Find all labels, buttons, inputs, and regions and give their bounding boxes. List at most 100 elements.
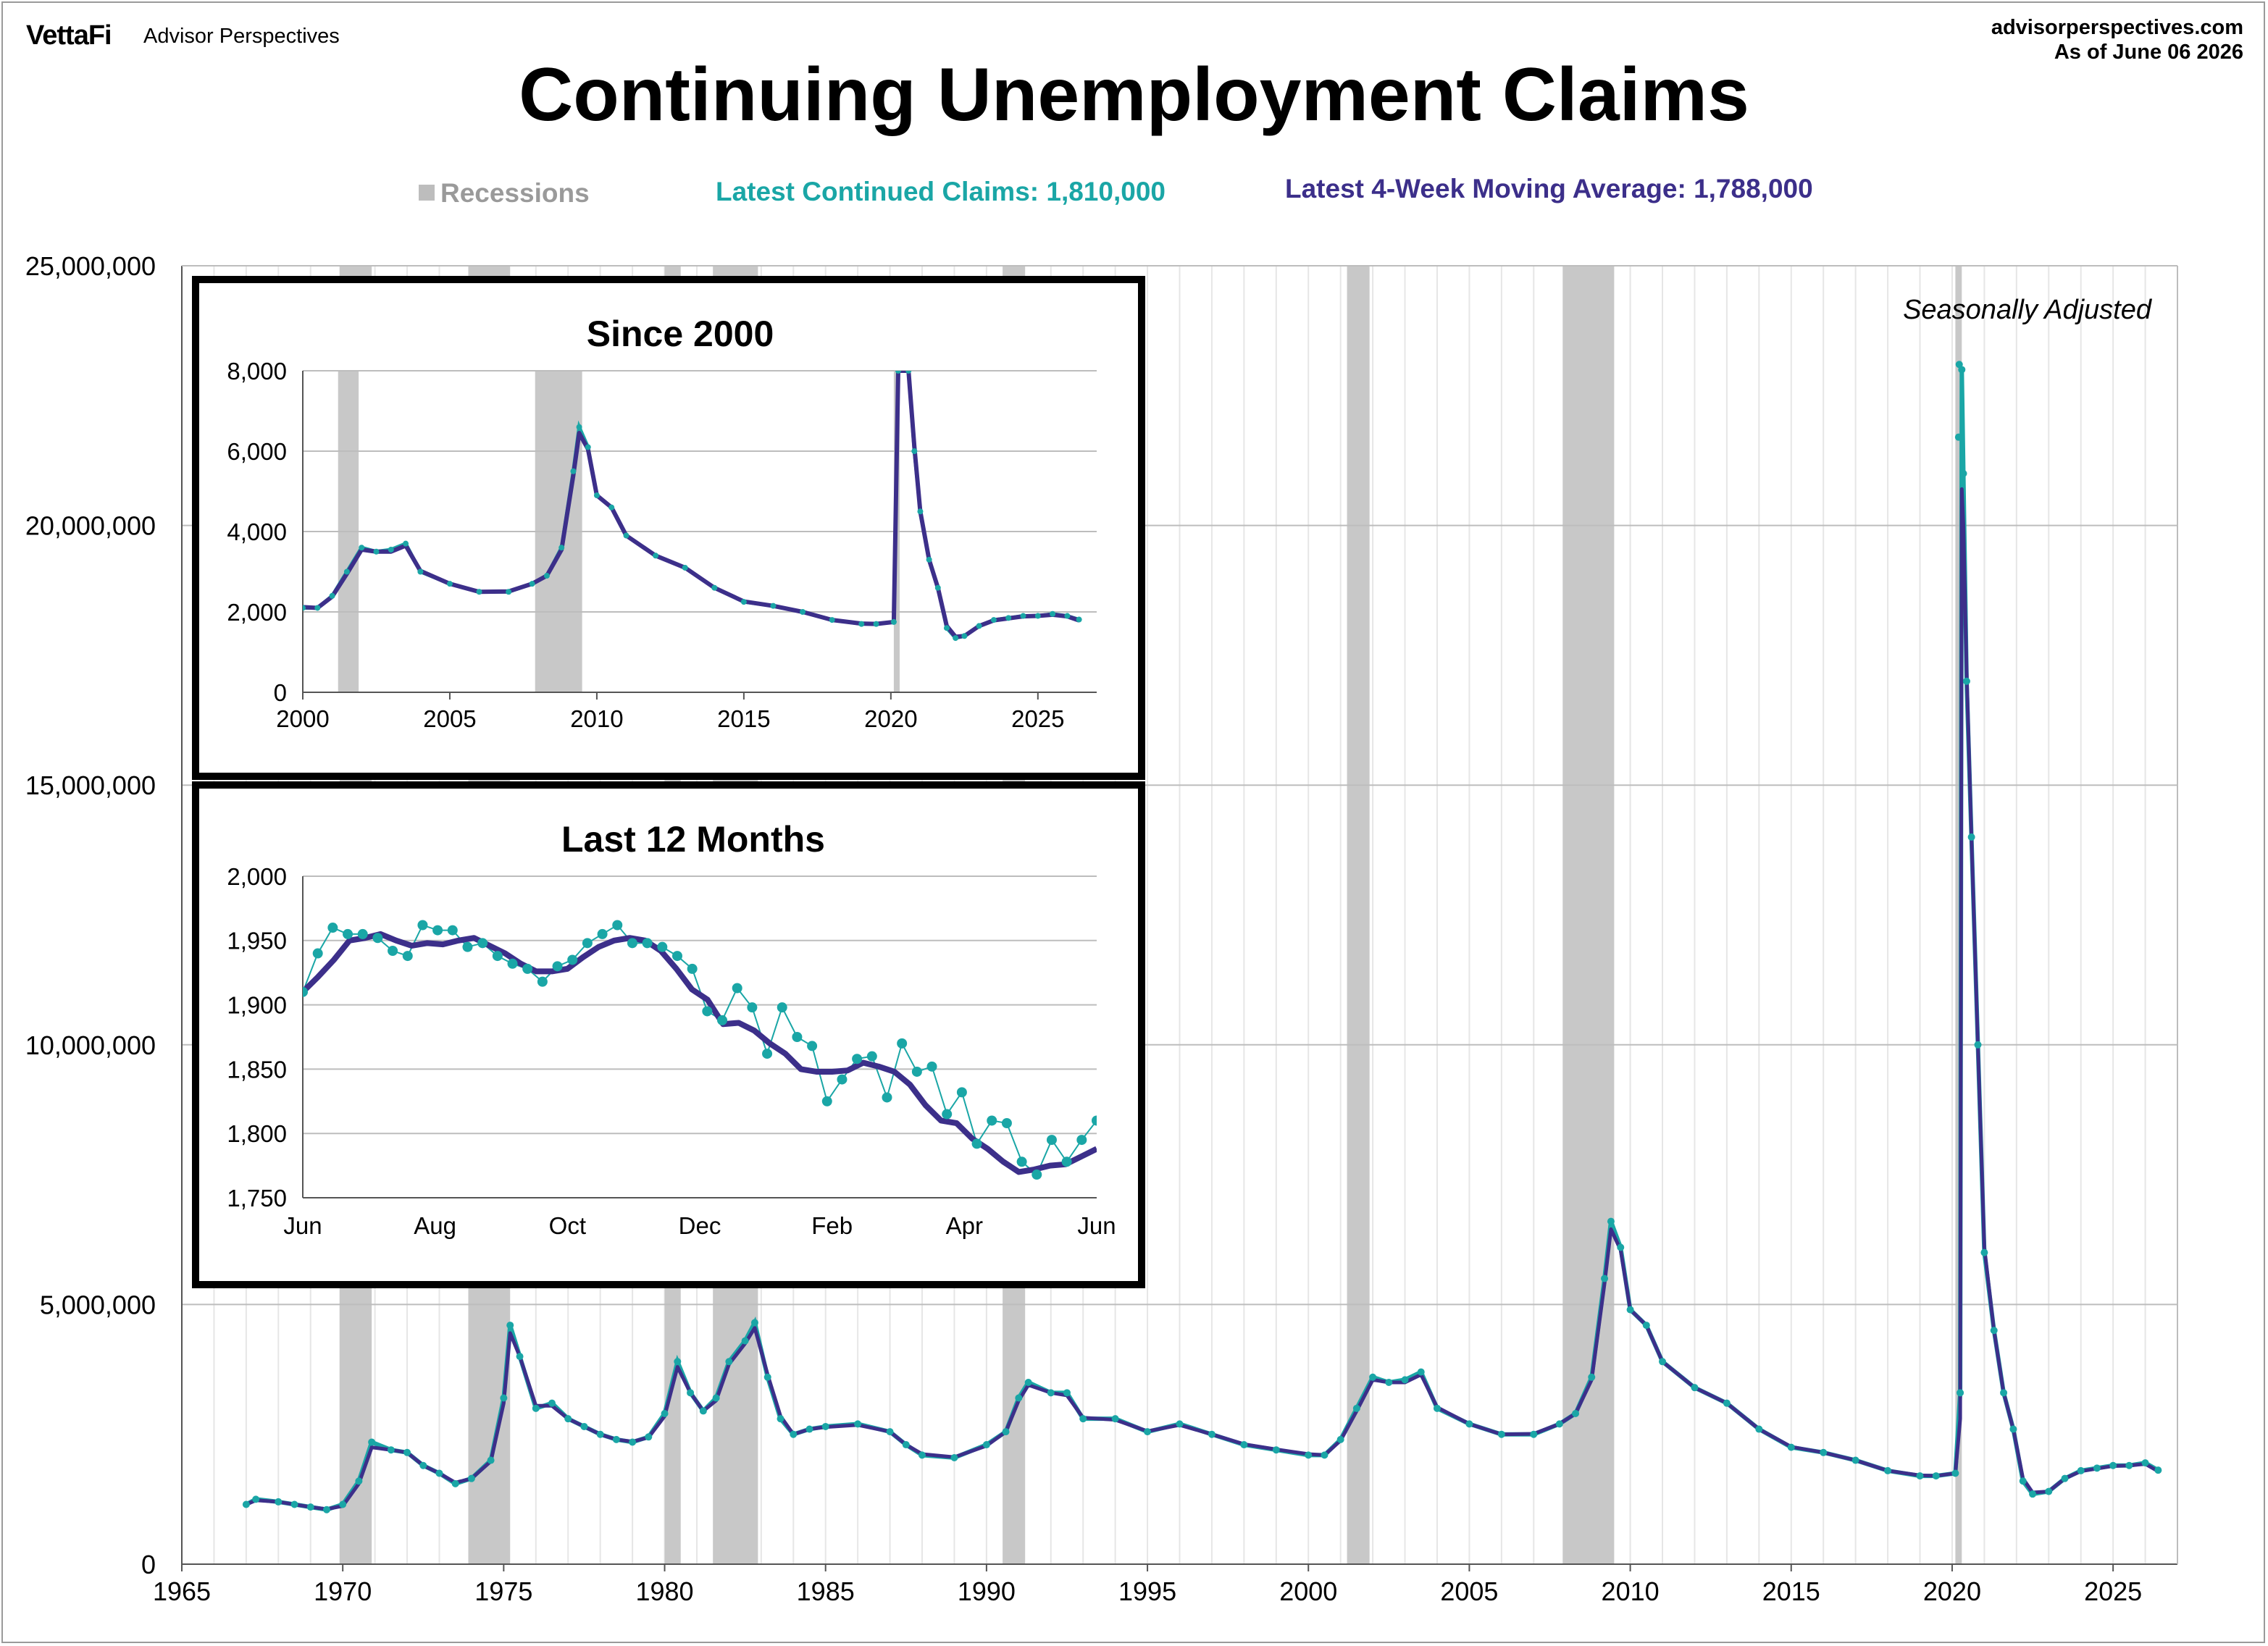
claims-point (1626, 1306, 1634, 1314)
claims-point (564, 1415, 572, 1423)
y-tick-label: 6,000 (227, 438, 287, 465)
claims-point (725, 1358, 733, 1366)
claims-point (1020, 613, 1026, 619)
claims-point (1034, 613, 1041, 619)
recession-band (1347, 266, 1370, 1564)
claims-point (403, 540, 409, 547)
claims-point (1530, 1430, 1538, 1438)
y-tick-label: 8,000 (227, 358, 287, 385)
claims-point (702, 1006, 713, 1017)
claims-point (446, 581, 453, 587)
claims-point (1601, 1275, 1609, 1282)
claims-point (890, 618, 897, 625)
claims-point (1061, 1156, 1072, 1167)
claims-point (717, 1015, 728, 1025)
claims-point (1723, 1399, 1731, 1407)
claims-point (1272, 1446, 1280, 1454)
claims-point (674, 1358, 682, 1366)
claims-point (956, 1087, 967, 1098)
claims-point (741, 1337, 749, 1345)
claims-point (770, 602, 777, 609)
recession-band (1955, 266, 1962, 1564)
claims-point (2154, 1466, 2162, 1474)
claims-point (582, 938, 593, 949)
site-url[interactable]: advisorperspectives.com (1991, 16, 2243, 39)
claims-point (1002, 1428, 1010, 1436)
y-tick-label: 1,950 (227, 928, 287, 954)
claims-point (1401, 1376, 1409, 1384)
claims-point (343, 928, 353, 939)
claims-point (1990, 1327, 1998, 1335)
claims-point (2009, 1425, 2017, 1433)
claims-point (661, 1410, 669, 1418)
x-tick-label: 2020 (864, 705, 917, 732)
claims-point (339, 1500, 347, 1508)
y-tick-label: 5,000,000 (40, 1290, 156, 1319)
claims-point (359, 545, 365, 551)
claims-point (303, 605, 306, 611)
claims-point (1001, 1117, 1012, 1128)
claims-point (487, 1456, 495, 1464)
claims-point (1980, 1248, 1988, 1256)
claims-point (1959, 469, 1967, 477)
claims-point (1352, 1404, 1360, 1412)
recession-swatch (419, 185, 435, 201)
claims-point (950, 1453, 958, 1461)
claims-point (1617, 1243, 1625, 1251)
claims-point (2061, 1474, 2069, 1482)
claims-point (435, 1469, 443, 1477)
y-tick-label: 10,000,000 (25, 1030, 156, 1060)
claims-point (1208, 1430, 1215, 1438)
claims-point (682, 564, 688, 571)
claims-point (687, 963, 698, 974)
legend-recessions: Recessions (419, 178, 590, 209)
claims-point (971, 1138, 982, 1149)
claims-point (790, 1430, 798, 1438)
claims-point (419, 1461, 427, 1469)
claims-point (275, 1498, 283, 1506)
claims-point (750, 1319, 758, 1327)
claims-point (329, 592, 335, 599)
claims-point (1046, 1135, 1057, 1146)
x-tick-label: 1990 (958, 1576, 1016, 1606)
y-tick-label: 1,800 (227, 1120, 287, 1147)
claims-point (529, 581, 535, 587)
claims-point (805, 1425, 813, 1433)
claims-point (763, 1373, 771, 1381)
x-tick-label: Aug (414, 1212, 456, 1239)
x-tick-label: 2015 (1762, 1576, 1820, 1606)
x-tick-label: Apr (946, 1212, 983, 1239)
claims-point (1092, 1115, 1097, 1126)
claims-point (2093, 1464, 2101, 1472)
claims-point (1572, 1410, 1580, 1418)
claims-point (926, 1061, 937, 1072)
claims-point (388, 946, 398, 957)
claims-point (792, 1032, 803, 1042)
claims-point (552, 961, 563, 972)
claims-point (417, 568, 424, 575)
claims-point (2141, 1459, 2149, 1467)
claims-point (982, 1441, 990, 1449)
claims-point (492, 951, 503, 962)
claims-point (740, 599, 747, 605)
x-tick-label: Dec (679, 1212, 721, 1239)
x-tick-label: 2025 (1011, 705, 1064, 732)
claims-point (976, 623, 982, 629)
claims-point (516, 1353, 524, 1361)
x-tick-label: 2005 (423, 705, 476, 732)
claims-point (570, 468, 577, 474)
claims-point (580, 1422, 588, 1430)
y-tick-label: 2,000 (227, 863, 287, 890)
claims-point (373, 548, 380, 555)
legend-latest-moving-average: Latest 4-Week Moving Average: 1,788,000 (1285, 174, 1813, 203)
claims-point (500, 1394, 508, 1402)
claims-point (327, 923, 338, 933)
claims-point (732, 983, 742, 994)
claims-point (852, 1054, 863, 1065)
claims-point (917, 508, 924, 515)
claims-point (242, 1500, 250, 1508)
as-of-date: As of June 06 2026 (2054, 41, 2243, 64)
claims-point (447, 925, 458, 936)
claims-point (800, 609, 806, 615)
inset-last-12-months-box (192, 781, 1145, 1288)
